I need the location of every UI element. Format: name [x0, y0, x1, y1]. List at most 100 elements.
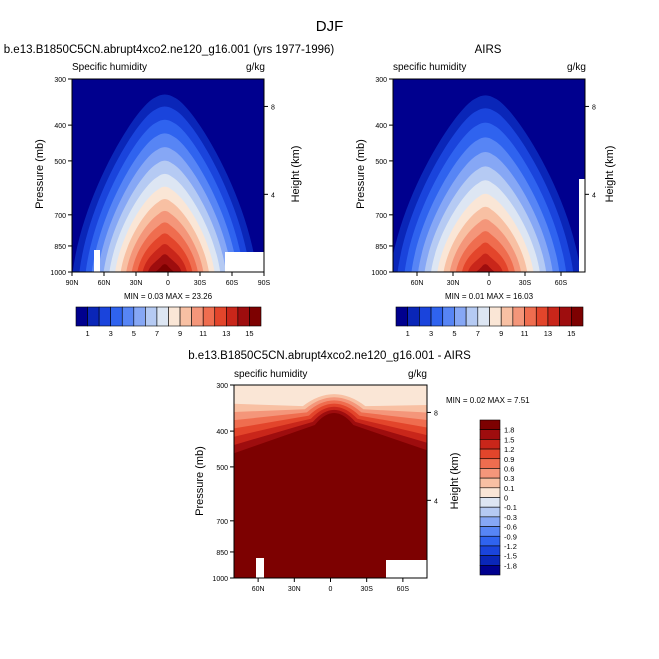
colorbar-swatch — [454, 306, 467, 327]
panel2-subtitle-right: g/kg — [567, 62, 586, 73]
contour-level — [468, 253, 503, 272]
x-tick-label: 60S — [397, 586, 410, 593]
colorbar-swatch — [489, 306, 502, 327]
missing-data — [256, 558, 264, 578]
x-tick-label: 30S — [519, 280, 532, 287]
colorbar-swatch — [98, 306, 111, 327]
panel2-axes: 300 400 500 700 850 1000 8 4 60N 30N 0 30S 60S — [371, 77, 596, 287]
panel1-stats: MIN = 0.03 MAX = 23.26 — [123, 292, 213, 301]
colorbar-swatch — [407, 306, 420, 327]
height-tick-label: 8 — [271, 104, 275, 111]
height-tick-label: 4 — [592, 192, 596, 199]
colorbar-swatch — [479, 468, 501, 479]
x-tick-label: 60N — [98, 280, 111, 287]
colorbar-swatch — [249, 306, 262, 327]
colorbar-swatch — [479, 555, 501, 566]
y-tick-label: 1000 — [212, 576, 228, 583]
panel1-subtitle-left: Specific humidity — [72, 62, 148, 73]
panel3-subtitle-left: specific humidity — [234, 369, 308, 380]
colorbar-swatch — [479, 506, 501, 518]
missing-data — [94, 250, 100, 272]
missing-data — [579, 179, 585, 272]
x-tick-label: 0 — [487, 280, 491, 287]
colorbar-swatch — [477, 306, 490, 327]
colorbar-swatch — [479, 535, 501, 547]
y-tick-label: 850 — [54, 244, 66, 251]
x-tick-label: 30S — [360, 586, 373, 593]
x-tick-label: 30N — [130, 280, 143, 287]
contour-level — [475, 264, 496, 272]
colorbar-swatch — [479, 439, 501, 450]
colorbar-label: 15 — [245, 329, 253, 338]
y-tick-label: 700 — [375, 213, 387, 220]
colorbar-swatch — [226, 306, 239, 327]
y-tick-label: 500 — [375, 159, 387, 166]
colorbar-swatch — [121, 306, 135, 327]
y-tick-label: 700 — [216, 519, 228, 526]
colorbar-swatch — [479, 458, 501, 469]
colorbar-label: 5 — [132, 329, 136, 338]
x-tick-label: 90S — [258, 280, 271, 287]
contour-level — [148, 254, 182, 272]
y-tick-label: 1000 — [50, 270, 66, 277]
panel3-stats: MIN = 0.02 MAX = 7.51 — [446, 396, 530, 405]
x-tick-label: 60N — [252, 586, 265, 593]
panel2-colorbar: 1 3 5 7 9 11 13 15 — [395, 306, 584, 338]
contour-level — [234, 413, 427, 578]
panel2-title: AIRS — [474, 44, 502, 56]
colorbar-label: 0.6 — [504, 464, 514, 473]
colorbar-label: 0 — [504, 494, 508, 503]
colorbar-label: 1 — [406, 329, 410, 338]
colorbar-swatch — [87, 306, 100, 327]
colorbar-label: 3 — [429, 329, 433, 338]
x-tick-label: 0 — [329, 586, 333, 593]
y-tick-label: 300 — [216, 383, 228, 390]
x-tick-label: 90N — [66, 280, 79, 287]
colorbar-swatch — [479, 419, 501, 430]
x-tick-label: 60N — [411, 280, 424, 287]
colorbar-label: 7 — [476, 329, 480, 338]
colorbar-swatch — [179, 306, 192, 327]
x-tick-label: 60S — [226, 280, 239, 287]
colorbar-swatch — [500, 306, 514, 327]
y-tick-label: 400 — [375, 123, 387, 130]
colorbar-label: 0.9 — [504, 455, 514, 464]
panel1-subtitle-right: g/kg — [246, 62, 265, 73]
colorbar-label: 1.8 — [504, 426, 514, 435]
colorbar-label: -0.3 — [504, 513, 517, 522]
panel3-subtitle-right: g/kg — [408, 369, 427, 380]
colorbar-swatch — [479, 448, 501, 460]
colorbar-label: 15 — [567, 329, 575, 338]
colorbar-swatch — [110, 306, 123, 327]
colorbar-label: 11 — [199, 329, 207, 338]
height-tick-label: 8 — [434, 410, 438, 417]
x-tick-label: 30S — [194, 280, 207, 287]
colorbar-swatch — [465, 306, 479, 327]
y-tick-label: 700 — [54, 213, 66, 220]
colorbar-swatch — [133, 306, 146, 327]
y-tick-label: 400 — [54, 123, 66, 130]
colorbar-label: 3 — [109, 329, 113, 338]
y-tick-label: 300 — [54, 77, 66, 84]
panel2-subtitle-left: specific humidity — [393, 62, 467, 73]
y-tick-label: 300 — [375, 77, 387, 84]
contour-level — [155, 264, 175, 272]
panel2-plot — [392, 78, 586, 273]
y-tick-label: 850 — [216, 550, 228, 557]
y-tick-label: 400 — [216, 429, 228, 436]
panel2-stats: MIN = 0.01 MAX = 16.03 — [444, 292, 534, 301]
colorbar-swatch — [191, 306, 204, 327]
colorbar-label: 13 — [544, 329, 552, 338]
height-tick-label: 8 — [592, 104, 596, 111]
colorbar-label: -1.2 — [504, 542, 517, 551]
height-tick-label: 4 — [434, 498, 438, 505]
missing-data — [225, 252, 264, 272]
colorbar-swatch — [479, 497, 501, 508]
colorbar-swatch — [145, 306, 158, 327]
panel3-colorbar: 1.81.51.20.90.60.30.10-0.1-0.3-0.6-0.9-1… — [479, 419, 517, 576]
colorbar-swatch — [202, 306, 216, 327]
colorbar-swatch — [547, 306, 560, 327]
colorbar-label: -0.9 — [504, 532, 517, 541]
colorbar-swatch — [479, 487, 501, 498]
